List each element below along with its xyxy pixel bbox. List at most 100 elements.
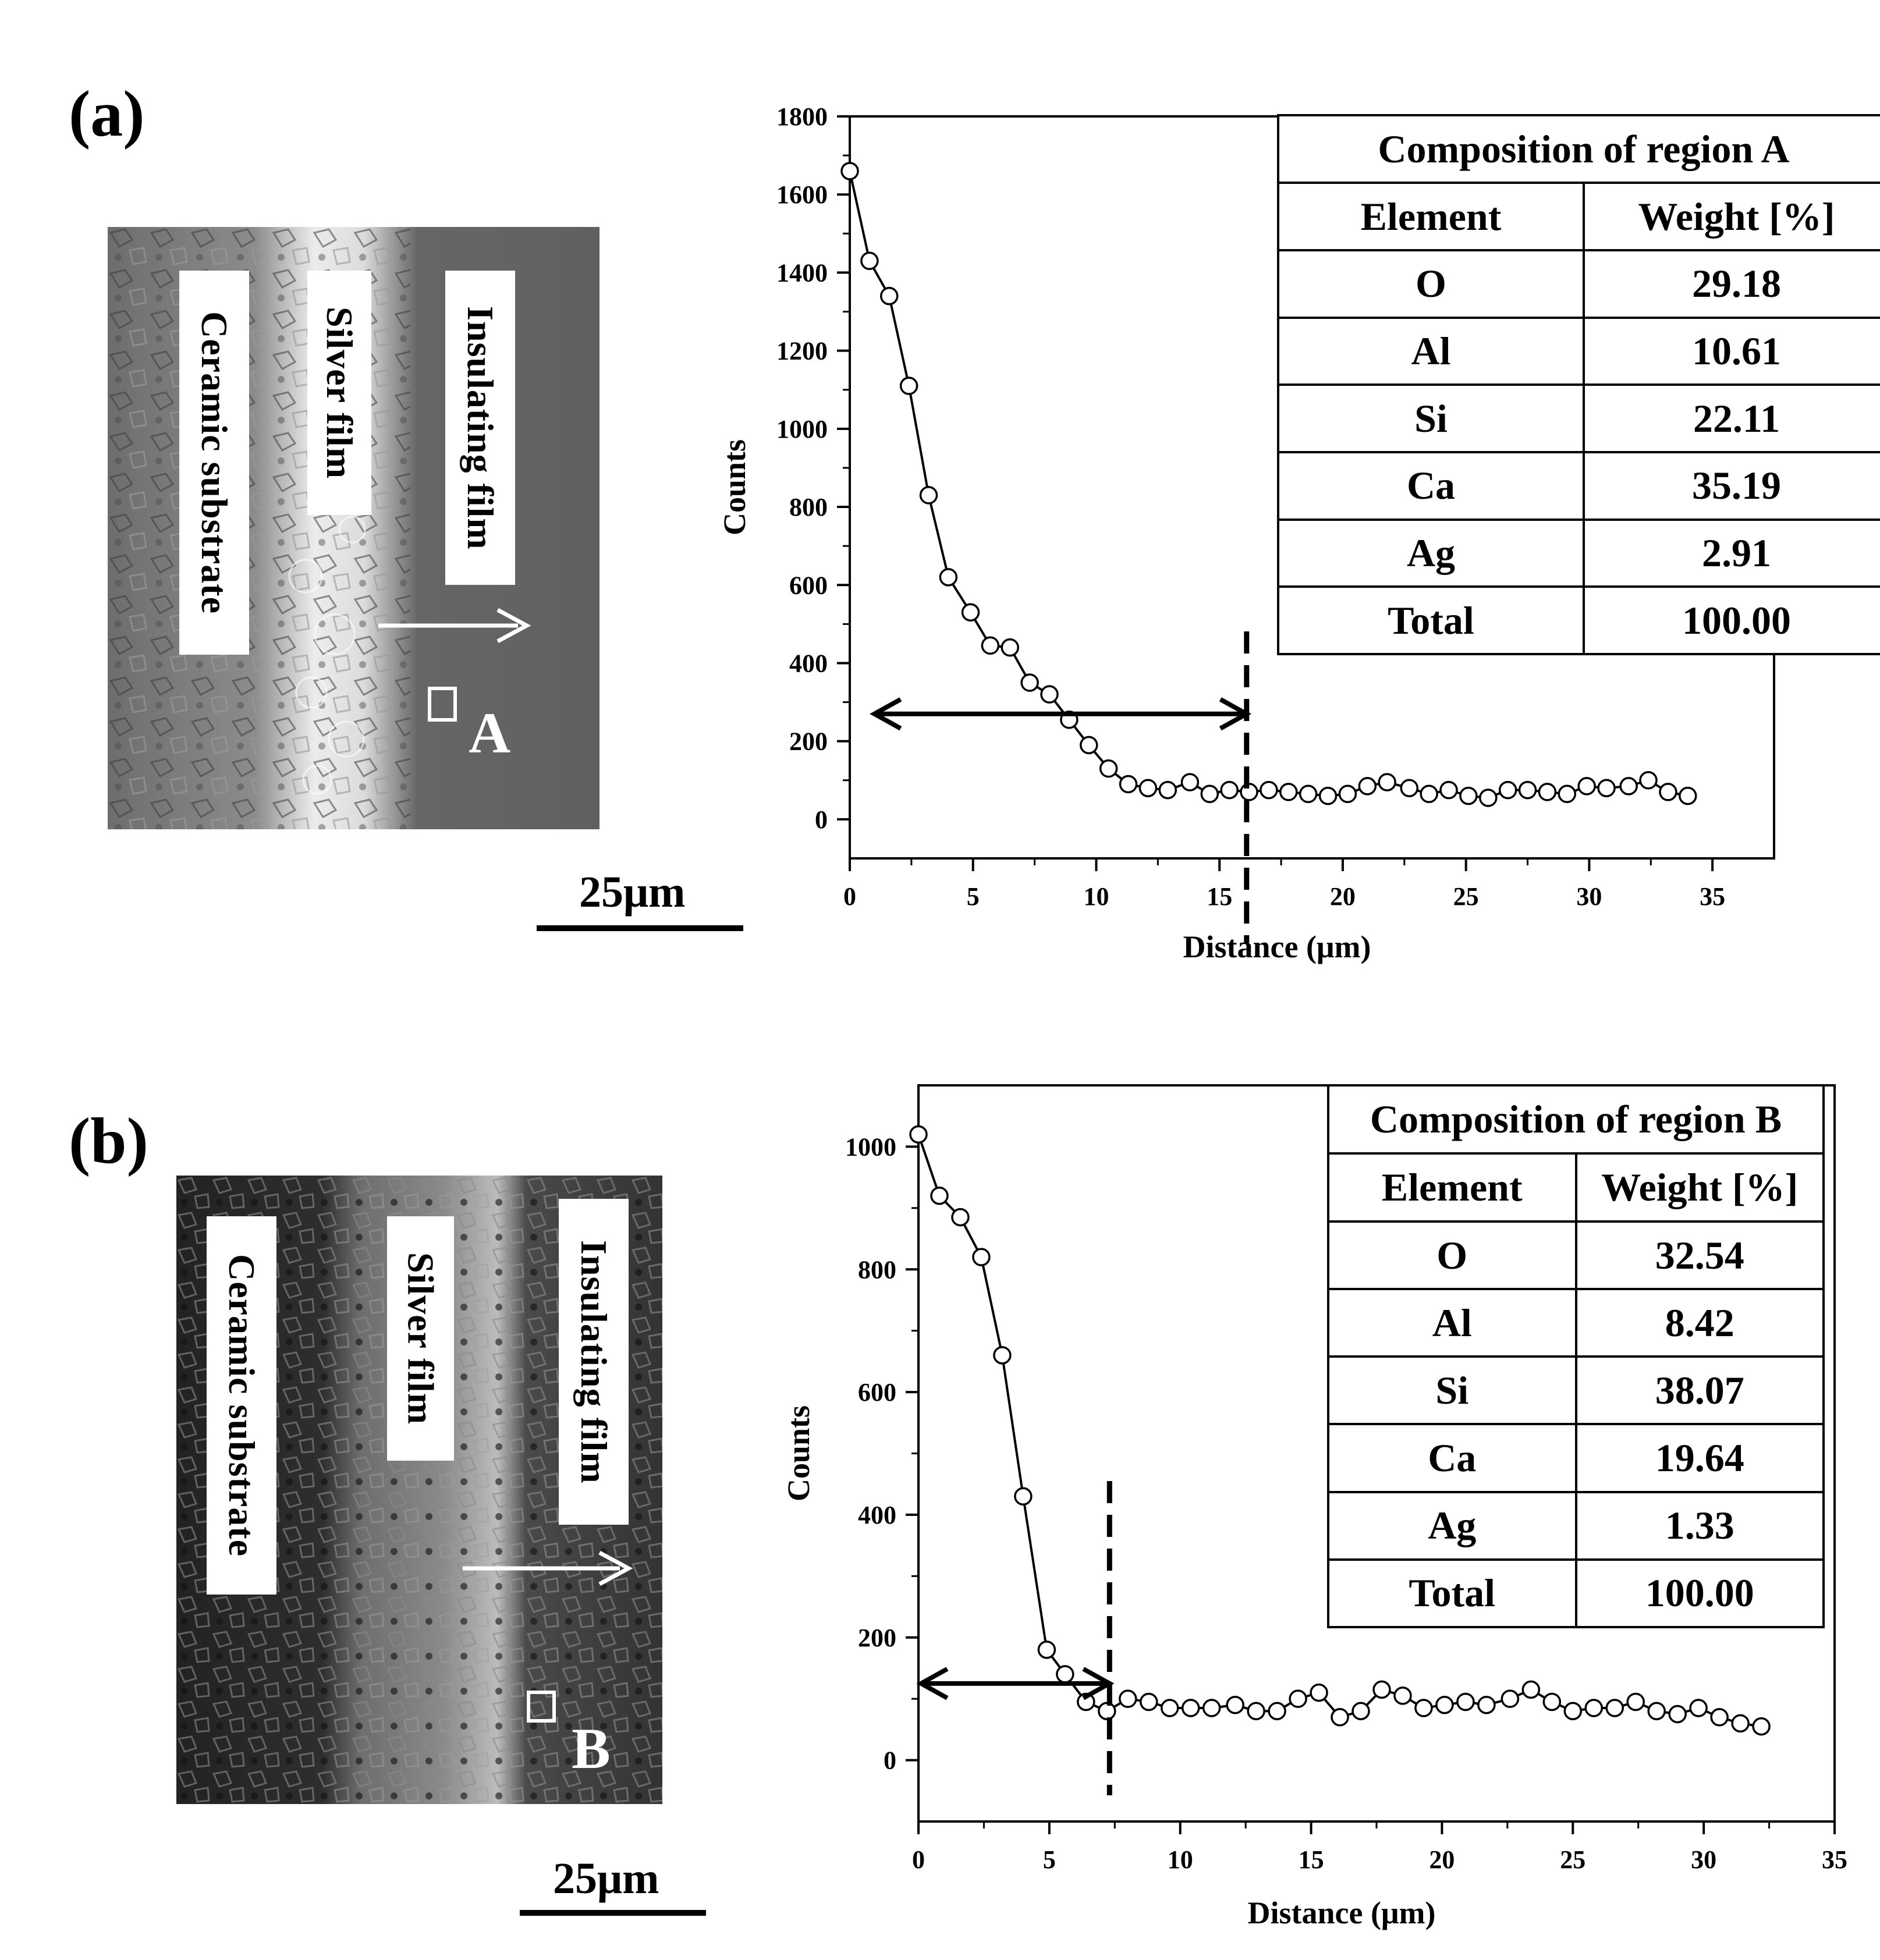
table-cell: Al xyxy=(1277,316,1585,386)
data-point xyxy=(1260,780,1278,800)
x-axis-label: Distance (μm) xyxy=(1183,929,1371,964)
composition-table-a: Composition of region A Element Weight [… xyxy=(1277,114,1880,655)
table-cell: 29.18 xyxy=(1583,249,1880,319)
scale-bar-b xyxy=(520,1910,706,1916)
data-point xyxy=(1577,777,1596,796)
scale-bar-label-a: 25μm xyxy=(579,868,686,917)
x-tick-label: 15 xyxy=(1299,1845,1324,1874)
table-cell: Al xyxy=(1327,1288,1577,1358)
data-point xyxy=(1180,773,1200,791)
table-cell: 8.42 xyxy=(1574,1288,1825,1358)
data-point xyxy=(1414,1699,1433,1717)
table-cell: Si xyxy=(1277,384,1585,453)
table-title-b: Composition of region B xyxy=(1327,1084,1825,1155)
y-axis-label: Counts xyxy=(781,1405,816,1501)
data-point xyxy=(860,251,879,271)
data-point xyxy=(1542,1692,1562,1712)
data-point xyxy=(1498,780,1517,800)
data-point xyxy=(961,603,980,622)
table-cell: 10.61 xyxy=(1583,316,1880,386)
data-point xyxy=(1060,711,1079,729)
data-point xyxy=(1605,1699,1624,1717)
y-tick-label: 1600 xyxy=(776,180,828,209)
data-point xyxy=(1563,1702,1583,1720)
layer-label-ceramic-substrate: Ceramic substrate xyxy=(179,271,249,655)
x-tick-label: 10 xyxy=(1168,1845,1193,1874)
data-point xyxy=(1689,1699,1708,1717)
scale-bar-a xyxy=(537,925,743,931)
data-point xyxy=(1289,1689,1307,1708)
y-tick-label: 1000 xyxy=(776,415,828,443)
y-tick-label: 400 xyxy=(789,649,828,677)
data-point xyxy=(1456,1692,1475,1712)
data-point xyxy=(1400,779,1419,797)
data-point xyxy=(1639,771,1658,790)
x-tick-label: 25 xyxy=(1560,1845,1585,1874)
data-point xyxy=(981,636,1000,655)
region-marker-a xyxy=(428,687,457,722)
data-point xyxy=(1752,1717,1771,1736)
data-point xyxy=(919,486,938,505)
data-point xyxy=(1647,1702,1666,1720)
data-point xyxy=(1679,786,1697,805)
y-tick-label: 800 xyxy=(858,1255,896,1284)
table-cell: O xyxy=(1277,249,1585,319)
data-point xyxy=(1240,783,1258,801)
data-point xyxy=(1331,1708,1349,1727)
table-cell: 35.19 xyxy=(1583,450,1880,521)
y-tick-label: 0 xyxy=(815,805,828,834)
data-point xyxy=(1352,1702,1370,1720)
y-tick-label: 1000 xyxy=(845,1132,896,1161)
data-point xyxy=(1077,1692,1095,1712)
table-cell: 32.54 xyxy=(1574,1220,1825,1291)
table-cell: O xyxy=(1327,1220,1577,1291)
table-cell: 38.07 xyxy=(1574,1355,1825,1426)
data-point xyxy=(1056,1665,1074,1684)
y-axis-label: Counts xyxy=(717,439,752,535)
thickness-arrow-head-left xyxy=(916,1667,949,1700)
x-tick-label: 35 xyxy=(1822,1845,1847,1874)
layer-label-insulating-film: Insulating film xyxy=(445,271,515,585)
data-point xyxy=(899,377,918,395)
table-header-weight-b: Weight [%] xyxy=(1574,1152,1825,1223)
table-cell: Si xyxy=(1327,1355,1577,1426)
data-point xyxy=(1393,1686,1412,1705)
thickness-arrow-head-right xyxy=(1082,1667,1115,1700)
table-cell: 2.91 xyxy=(1583,518,1880,588)
table-cell: Ca xyxy=(1327,1423,1577,1493)
data-point xyxy=(939,568,958,587)
x-tick-label: 30 xyxy=(1576,882,1602,911)
table-title-a: Composition of region A xyxy=(1277,114,1880,184)
data-point xyxy=(1477,1695,1496,1714)
data-point xyxy=(1710,1708,1729,1727)
x-tick-label: 30 xyxy=(1691,1845,1716,1874)
thickness-arrow-head-left xyxy=(870,697,902,731)
x-tick-label: 20 xyxy=(1330,882,1356,911)
table-cell: Total xyxy=(1277,585,1585,655)
x-tick-label: 10 xyxy=(1083,882,1109,911)
x-tick-label: 25 xyxy=(1453,882,1479,911)
data-point xyxy=(1119,775,1138,794)
data-point xyxy=(1200,784,1219,804)
data-point xyxy=(909,1125,928,1144)
y-tick-label: 1800 xyxy=(776,102,828,131)
data-point xyxy=(1338,784,1357,804)
y-tick-label: 400 xyxy=(858,1501,896,1529)
data-point xyxy=(1439,780,1458,800)
data-point xyxy=(1202,1699,1221,1717)
data-point xyxy=(1731,1714,1750,1733)
data-point xyxy=(1299,784,1318,804)
data-point xyxy=(1247,1702,1265,1720)
data-point xyxy=(1435,1695,1454,1714)
data-point xyxy=(1521,1680,1541,1699)
y-tick-label: 0 xyxy=(884,1746,896,1775)
scale-bar-label-b: 25μm xyxy=(553,1854,659,1903)
x-tick-label: 0 xyxy=(843,882,856,911)
panel-b-label: (b) xyxy=(69,1105,148,1177)
data-point xyxy=(1501,1689,1520,1708)
data-point xyxy=(1358,777,1377,796)
x-axis-label: Distance (μm) xyxy=(1247,1895,1435,1930)
x-tick-label: 0 xyxy=(912,1845,925,1874)
data-point xyxy=(1479,789,1498,807)
data-point xyxy=(1158,780,1177,800)
